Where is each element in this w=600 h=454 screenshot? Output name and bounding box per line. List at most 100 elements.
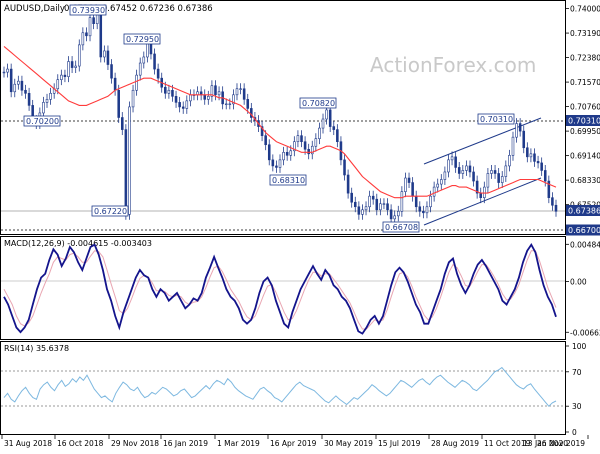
candle-body xyxy=(60,74,63,80)
macd-panel-frame xyxy=(0,236,566,340)
candle-body xyxy=(479,192,483,198)
candle xyxy=(515,118,518,143)
candle-body xyxy=(189,94,192,102)
rsi-tick-label: 100 xyxy=(572,342,587,351)
candle-body xyxy=(500,176,504,183)
candle xyxy=(214,80,217,101)
candle xyxy=(239,83,242,95)
candle-body xyxy=(74,65,77,68)
candle xyxy=(554,199,558,217)
candle-body xyxy=(67,61,70,77)
candle xyxy=(264,130,267,151)
candle xyxy=(386,198,389,216)
candle-body xyxy=(490,170,493,174)
candle-body xyxy=(285,151,289,156)
candle-body xyxy=(156,68,160,79)
candle xyxy=(336,124,339,148)
candle-body xyxy=(124,129,128,215)
candle-body xyxy=(121,117,124,130)
candle xyxy=(285,146,289,161)
candle xyxy=(56,74,60,95)
price-annotation-text: 0.70200 xyxy=(26,117,59,126)
candle-body xyxy=(296,135,300,143)
candle-body xyxy=(293,141,296,152)
candle-body xyxy=(171,89,174,97)
candle xyxy=(13,78,17,98)
price-tick-label: 0.69950 xyxy=(570,127,600,136)
candle-body xyxy=(404,177,407,192)
price-tick-label: 0.69140 xyxy=(570,152,600,161)
moving-average-line xyxy=(3,45,557,199)
price-tick-label: 0.74000 xyxy=(570,5,600,14)
candle-body xyxy=(214,85,217,96)
candle xyxy=(85,27,88,42)
candle-body xyxy=(375,198,379,211)
candle xyxy=(504,160,508,182)
candle-body xyxy=(379,203,382,211)
candle xyxy=(357,201,361,220)
candle-body xyxy=(508,155,511,167)
candle-body xyxy=(181,106,185,109)
candle xyxy=(121,112,124,136)
candle-body xyxy=(522,130,526,149)
candle-body xyxy=(138,62,142,76)
candle-body xyxy=(307,148,310,155)
candle-body xyxy=(63,74,67,77)
candle-body xyxy=(282,151,285,161)
candle-body xyxy=(27,92,31,106)
candle xyxy=(267,139,271,166)
price-tick-label: 0.73190 xyxy=(570,29,600,38)
candle xyxy=(461,165,465,179)
price-annotation-text: 0.68310 xyxy=(272,176,305,185)
candle-body xyxy=(153,53,156,70)
candle xyxy=(522,125,526,154)
macd-series-layer xyxy=(3,242,557,335)
candle-body xyxy=(45,99,49,103)
rsi-line xyxy=(3,366,557,407)
candle xyxy=(296,130,300,148)
candle-body xyxy=(310,145,314,155)
price-annotation-text: 0.72950 xyxy=(126,35,159,44)
candle-body xyxy=(85,32,88,37)
candle-body xyxy=(167,89,171,94)
price-tick-label: 0.72380 xyxy=(570,54,600,63)
date-tick-label: 11 Oct 2019 xyxy=(484,439,531,448)
candle xyxy=(260,121,264,142)
candle-body xyxy=(407,177,411,183)
candle-body xyxy=(314,138,318,147)
candle xyxy=(314,133,318,152)
price-annotation-text: 0.73930 xyxy=(72,6,105,15)
candle xyxy=(67,56,70,83)
candle xyxy=(232,89,235,110)
candle xyxy=(321,113,325,134)
candle xyxy=(278,154,282,173)
candle-body xyxy=(228,103,232,105)
price-annotation: 0.73930 xyxy=(69,4,107,16)
candle-body xyxy=(475,180,479,194)
candle xyxy=(518,118,522,137)
price-axis: 0.74000 0.73190 0.72380 0.71570 0.70760 0.699… xyxy=(565,5,600,210)
candle-body xyxy=(164,86,167,94)
candle xyxy=(63,69,67,83)
candle-body xyxy=(504,165,508,177)
candle-body xyxy=(536,161,540,164)
candle-body xyxy=(185,100,189,109)
candle xyxy=(529,148,533,163)
rsi-label: RSI(14) 35.6378 xyxy=(4,344,69,353)
candle-body xyxy=(131,89,135,108)
candle-body xyxy=(493,170,497,174)
candle xyxy=(490,165,493,179)
rsi-tick-label: 0 xyxy=(572,428,577,437)
candle xyxy=(228,98,232,110)
candle xyxy=(371,190,375,205)
candle-body xyxy=(260,126,264,136)
candle-body xyxy=(450,156,454,161)
channel-upper-line xyxy=(423,117,542,165)
annotation-layer: 0.73930 0.72950 0.70200 0.70820 0.70310 0.683… xyxy=(23,4,515,233)
candle xyxy=(404,172,407,198)
candle xyxy=(425,201,429,219)
date-tick-label: 30 May 2019 xyxy=(324,439,373,448)
candle-body xyxy=(346,174,350,194)
candle-body xyxy=(440,179,443,185)
